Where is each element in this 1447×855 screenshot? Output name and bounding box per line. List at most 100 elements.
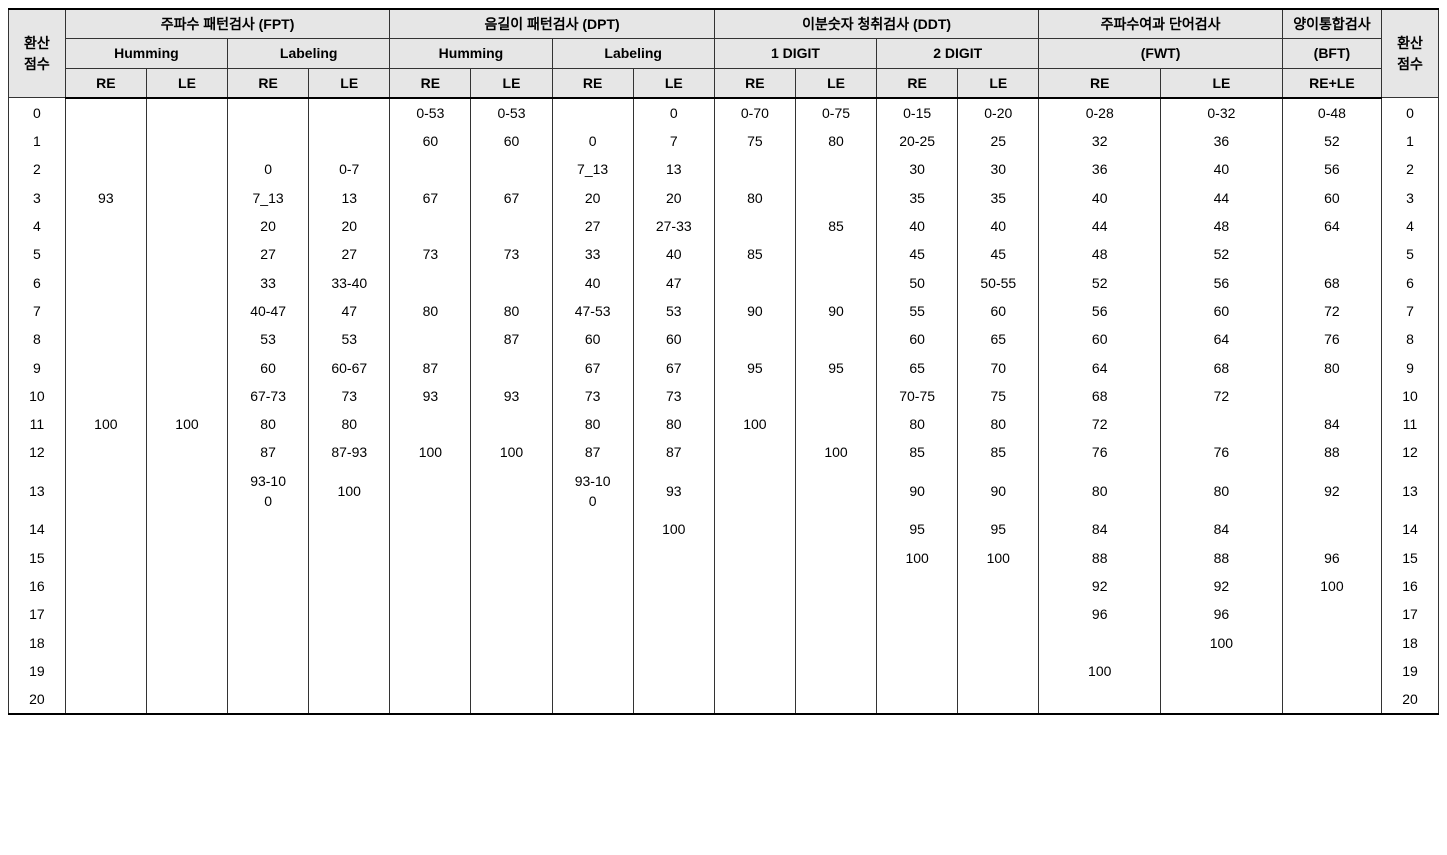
cell: 85 bbox=[958, 438, 1039, 466]
cell: 80 bbox=[471, 297, 552, 325]
cell: 60 bbox=[958, 297, 1039, 325]
cell: 100 bbox=[1039, 657, 1161, 685]
table-row: 8535387606060656064768 bbox=[9, 325, 1439, 353]
leaf-fwt-re: RE bbox=[1039, 68, 1161, 98]
cell: 100 bbox=[65, 410, 146, 438]
cell: 76 bbox=[1039, 438, 1161, 466]
leaf-ddt-1-le: LE bbox=[795, 68, 876, 98]
cell bbox=[714, 325, 795, 353]
cell: 60 bbox=[471, 127, 552, 155]
cell bbox=[714, 657, 795, 685]
cell bbox=[471, 544, 552, 572]
cell: 40 bbox=[958, 212, 1039, 240]
cell bbox=[146, 629, 227, 657]
cell: 20 bbox=[1382, 685, 1439, 714]
cell: 0-20 bbox=[958, 98, 1039, 127]
cell: 7 bbox=[9, 297, 66, 325]
cell: 67 bbox=[390, 184, 471, 212]
cell bbox=[228, 515, 309, 543]
leaf-dpt-lab-re: RE bbox=[552, 68, 633, 98]
cell: 0-53 bbox=[390, 98, 471, 127]
cell bbox=[146, 325, 227, 353]
cell: 87 bbox=[633, 438, 714, 466]
cell: 32 bbox=[1039, 127, 1161, 155]
cell bbox=[552, 629, 633, 657]
cell bbox=[633, 657, 714, 685]
cell bbox=[390, 269, 471, 297]
cell bbox=[633, 544, 714, 572]
cell bbox=[714, 685, 795, 714]
cell: 90 bbox=[958, 467, 1039, 516]
cell: 60 bbox=[1039, 325, 1161, 353]
table-row: 420202727-338540404448644 bbox=[9, 212, 1439, 240]
cell bbox=[146, 127, 227, 155]
cell: 75 bbox=[714, 127, 795, 155]
cell: 33 bbox=[552, 240, 633, 268]
cell bbox=[390, 515, 471, 543]
cell bbox=[309, 544, 390, 572]
cell: 60 bbox=[1282, 184, 1381, 212]
leaf-fpt-lab-le: LE bbox=[309, 68, 390, 98]
cell bbox=[146, 212, 227, 240]
cell: 19 bbox=[1382, 657, 1439, 685]
cell: 8 bbox=[9, 325, 66, 353]
cell: 20 bbox=[552, 184, 633, 212]
cell: 6 bbox=[9, 269, 66, 297]
cell bbox=[795, 467, 876, 516]
cell: 13 bbox=[633, 155, 714, 183]
cell: 16 bbox=[9, 572, 66, 600]
cell: 11 bbox=[1382, 410, 1439, 438]
table-row: 3937_1313676720208035354044603 bbox=[9, 184, 1439, 212]
cell: 17 bbox=[9, 600, 66, 628]
cell: 33 bbox=[228, 269, 309, 297]
cell bbox=[146, 544, 227, 572]
cell bbox=[228, 572, 309, 600]
table-row: 1510010088889615 bbox=[9, 544, 1439, 572]
cell: 11 bbox=[9, 410, 66, 438]
cell: 5 bbox=[1382, 240, 1439, 268]
cell: 70-75 bbox=[877, 382, 958, 410]
leaf-dpt-hum-le: LE bbox=[471, 68, 552, 98]
header-dpt: 음길이 패턴검사 (DPT) bbox=[390, 9, 715, 39]
cell: 64 bbox=[1161, 325, 1283, 353]
cell bbox=[471, 600, 552, 628]
cell bbox=[146, 657, 227, 685]
cell bbox=[714, 544, 795, 572]
cell: 60 bbox=[877, 325, 958, 353]
cell bbox=[390, 685, 471, 714]
cell bbox=[65, 325, 146, 353]
cell bbox=[390, 629, 471, 657]
cell bbox=[146, 155, 227, 183]
cell bbox=[958, 685, 1039, 714]
cell bbox=[714, 467, 795, 516]
cell bbox=[471, 685, 552, 714]
cell: 17 bbox=[1382, 600, 1439, 628]
cell: 85 bbox=[877, 438, 958, 466]
cell: 67 bbox=[471, 184, 552, 212]
cell: 72 bbox=[1282, 297, 1381, 325]
cell: 88 bbox=[1039, 544, 1161, 572]
cell bbox=[714, 155, 795, 183]
cell bbox=[65, 382, 146, 410]
cell: 8 bbox=[1382, 325, 1439, 353]
cell: 0-32 bbox=[1161, 98, 1283, 127]
cell: 92 bbox=[1282, 467, 1381, 516]
cell bbox=[65, 467, 146, 516]
cell: 0-70 bbox=[714, 98, 795, 127]
cell bbox=[795, 184, 876, 212]
table-row: 1910019 bbox=[9, 657, 1439, 685]
cell bbox=[877, 685, 958, 714]
cell bbox=[552, 515, 633, 543]
cell: 55 bbox=[877, 297, 958, 325]
leaf-ddt-2-re: RE bbox=[877, 68, 958, 98]
cell bbox=[714, 572, 795, 600]
cell: 0-28 bbox=[1039, 98, 1161, 127]
cell bbox=[795, 515, 876, 543]
cell: 96 bbox=[1282, 544, 1381, 572]
cell: 100 bbox=[795, 438, 876, 466]
cell: 100 bbox=[309, 467, 390, 516]
cell: 73 bbox=[390, 240, 471, 268]
cell bbox=[633, 600, 714, 628]
cell bbox=[552, 572, 633, 600]
header-fwt-sub: (FWT) bbox=[1039, 39, 1282, 68]
